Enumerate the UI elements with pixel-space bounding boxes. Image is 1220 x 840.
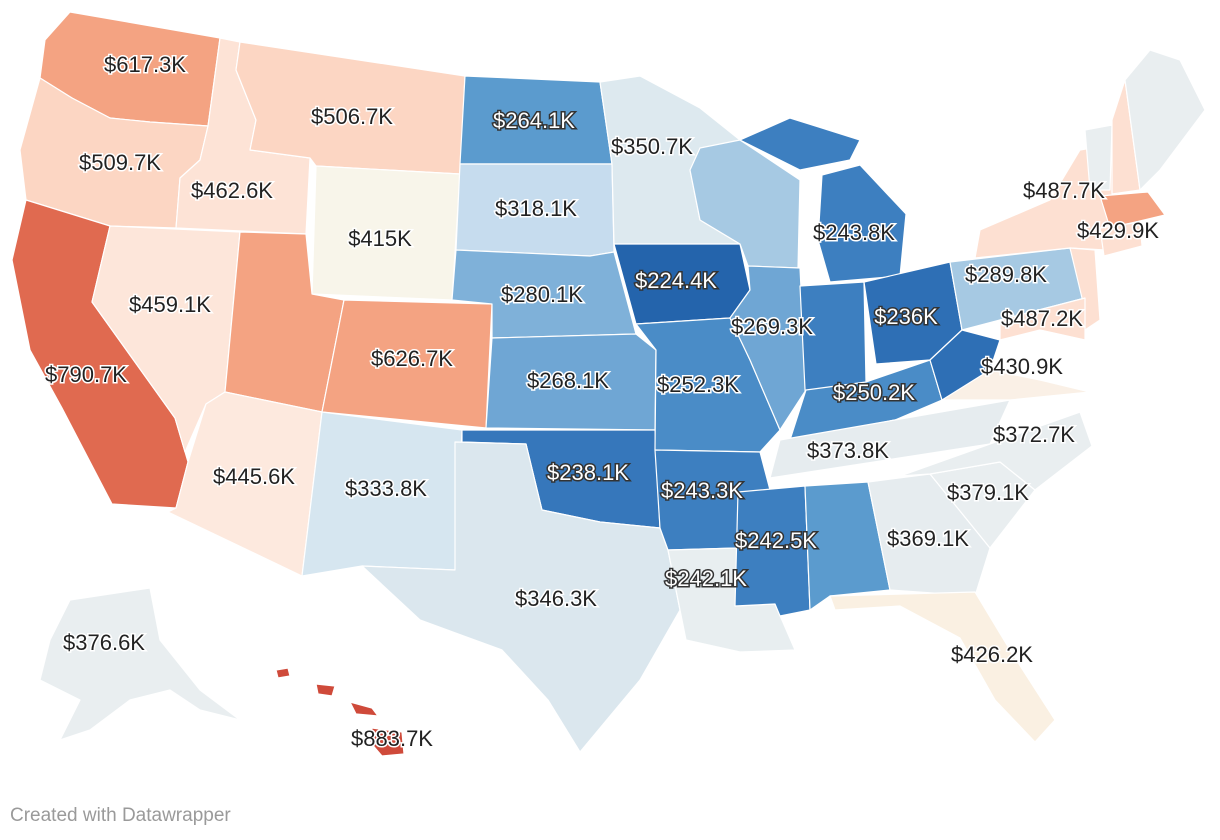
value-label-georgia: $369.1K	[887, 526, 969, 551]
value-label-iowa: $224.4K	[635, 268, 717, 293]
state-north-carolina[interactable]	[899, 411, 1093, 491]
state-hawaii-3[interactable]	[349, 701, 379, 717]
value-label-new-jersey: $487.2K	[1001, 306, 1083, 331]
state-vermont[interactable]	[1084, 124, 1113, 191]
value-label-north-carolina: $372.7K	[993, 422, 1075, 447]
state-texas[interactable]	[361, 441, 681, 753]
state-hawaii-4[interactable]	[369, 727, 405, 757]
value-label-south-carolina: $379.1K	[947, 480, 1029, 505]
value-label-pennsylvania: $289.8K	[965, 262, 1047, 287]
value-label-arkansas: $243.3K	[661, 478, 743, 503]
value-label-washington: $617.3K	[104, 52, 186, 77]
value-label-california: $790.7K	[45, 362, 127, 387]
value-label-nebraska: $280.1K	[501, 282, 583, 307]
state-georgia[interactable]	[867, 473, 991, 597]
value-label-texas: $346.3K	[515, 586, 597, 611]
state-massachusetts[interactable]	[1099, 191, 1166, 229]
value-label-missouri: $252.3K	[657, 372, 739, 397]
value-label-louisiana: $242.1K	[665, 566, 747, 591]
value-label-oklahoma: $238.1K	[547, 460, 629, 485]
value-label-new-mexico: $333.8K	[345, 476, 427, 501]
value-label-nevada: $459.1K	[129, 292, 211, 317]
state-michigan-upper[interactable]	[739, 117, 861, 171]
value-label-montana: $506.7K	[311, 104, 393, 129]
state-maryland[interactable]	[999, 297, 1086, 341]
value-label-kentucky: $250.2K	[833, 380, 915, 405]
credit-line: Created with Datawrapper	[10, 805, 231, 826]
value-label-colorado: $626.7K	[371, 346, 453, 371]
state-alaska[interactable]	[39, 587, 241, 741]
value-label-michigan: $243.8K	[813, 220, 895, 245]
value-label-minnesota: $350.7K	[611, 134, 693, 159]
value-label-mississippi: $242.5K	[735, 528, 817, 553]
value-label-new-york: $487.7K	[1023, 178, 1105, 203]
value-label-ohio: $236K	[874, 304, 938, 329]
value-label-alaska: $376.6K	[63, 630, 145, 655]
state-connecticut[interactable]	[1099, 221, 1143, 257]
value-label-hawaii: $883.7K	[351, 726, 433, 751]
value-label-tennessee: $373.8K	[807, 438, 889, 463]
value-label-oregon: $509.7K	[79, 150, 161, 175]
value-label-massachusetts: $429.9K	[1077, 218, 1159, 243]
value-label-south-dakota: $318.1K	[495, 196, 577, 221]
value-label-arizona: $445.6K	[213, 464, 295, 489]
state-hawaii-1[interactable]	[275, 667, 291, 679]
value-label-florida: $426.2K	[951, 642, 1033, 667]
value-label-idaho: $462.6K	[191, 178, 273, 203]
value-label-north-dakota: $264.1K	[493, 108, 575, 133]
state-hawaii-2[interactable]	[315, 683, 336, 697]
state-alabama[interactable]	[804, 481, 891, 611]
state-new-jersey[interactable]	[1069, 247, 1101, 331]
state-virginia[interactable]	[941, 369, 1091, 401]
state-maine[interactable]	[1124, 49, 1206, 191]
value-label-kansas: $268.1K	[527, 368, 609, 393]
value-label-illinois: $269.3K	[731, 314, 813, 339]
value-label-wyoming: $415K	[348, 226, 412, 251]
value-labels: $617.3K $509.7K $790.7K $462.6K $459.1K $506.…	[44, 50, 1161, 752]
value-label-virginia: $430.9K	[981, 354, 1063, 379]
state-florida[interactable]	[829, 591, 1056, 743]
